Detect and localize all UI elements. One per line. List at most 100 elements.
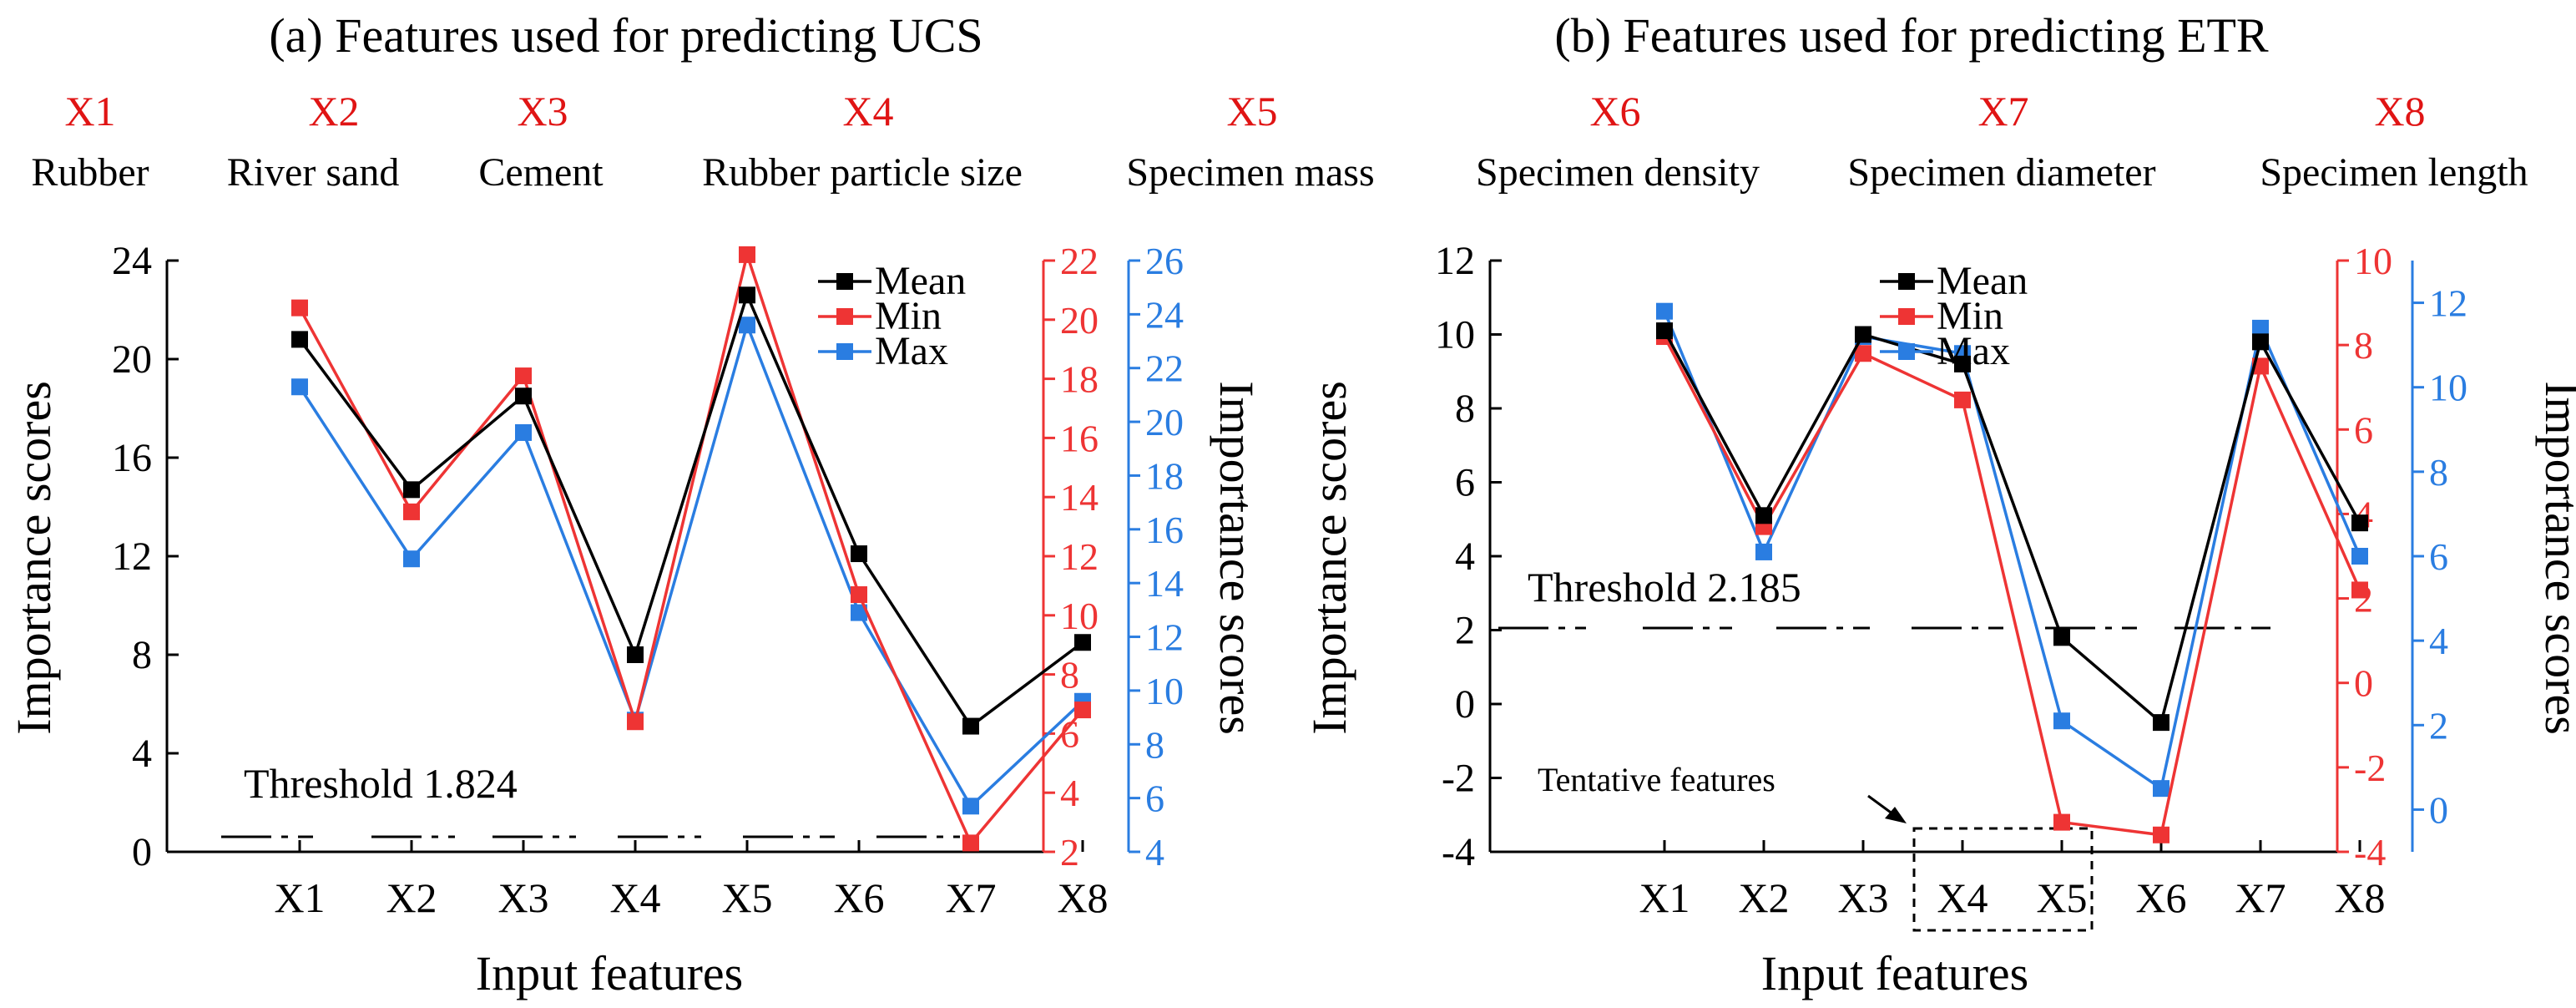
data-point-mean (1074, 634, 1091, 651)
y-tick-label-left: 8 (1455, 387, 1475, 431)
feature-code: X6 (1589, 88, 1640, 134)
data-point-mean (1954, 355, 1971, 372)
y-tick-label-max: 10 (2429, 367, 2467, 409)
y-tick-label-max: 12 (1145, 616, 1184, 659)
data-point-min (2351, 581, 2368, 599)
y-tick-label-max: 8 (1145, 723, 1164, 766)
x-tick-label: X2 (1738, 874, 1789, 921)
x-tick-label: X7 (2235, 874, 2286, 921)
y-tick-label-max: 0 (2429, 788, 2448, 831)
x-tick-label: X7 (945, 874, 996, 921)
panel-a-ylabel-right: Importance scores (1210, 381, 1264, 735)
y-tick-label-left: 12 (1435, 239, 1475, 283)
feature-names: Rubber River sand Cement Rubber particle… (31, 150, 2528, 195)
data-point-mean (851, 545, 867, 563)
tentative-arrow (1867, 794, 1894, 816)
y-tick-label-max: 6 (2429, 535, 2448, 578)
y-tick-label-min: 14 (1060, 476, 1099, 519)
x-tick-label: X5 (2036, 874, 2087, 921)
x-tick-label: X8 (1057, 874, 1108, 921)
feature-code: X5 (1226, 88, 1277, 134)
y-tick-label-max: 16 (1145, 509, 1184, 551)
legend-marker-min (1898, 308, 1915, 325)
feature-code: X1 (64, 88, 115, 134)
y-tick-label-max: 20 (1145, 401, 1184, 443)
series-line-min (298, 249, 1084, 846)
feature-name: River sand (227, 150, 400, 195)
y-tick-label-max: 6 (1145, 778, 1164, 820)
y-tick-label-min: 4 (1060, 772, 1079, 814)
y-tick-label-max: 12 (2429, 282, 2467, 325)
tentative-box (1912, 827, 2094, 932)
series-line-mean (298, 291, 1084, 729)
x-tick-label: X1 (1639, 874, 1690, 921)
x-tick-label: X6 (833, 874, 884, 921)
x-tick-label: X3 (498, 874, 548, 921)
data-point-mean (291, 331, 308, 348)
y-tick-label-max: 18 (1145, 454, 1184, 497)
data-point-mean (962, 717, 979, 735)
legend-label-max: Max (875, 329, 948, 373)
data-point-mean (515, 387, 532, 405)
data-point-min (2153, 826, 2169, 843)
data-point-max (2053, 712, 2070, 730)
legend-label-min: Min (1937, 294, 2003, 338)
data-point-mean (2153, 714, 2169, 732)
legend-marker-mean (1898, 273, 1915, 290)
legend-label-min: Min (875, 294, 942, 338)
data-point-min (2053, 813, 2070, 831)
data-point-max (739, 317, 755, 334)
legend-label-mean: Mean (1937, 259, 2028, 303)
data-point-min (851, 586, 867, 604)
y-tick-label-left: 20 (112, 337, 152, 382)
y-tick-label-left: 8 (132, 633, 152, 677)
feature-name: Specimen diameter (1847, 150, 2155, 195)
feature-codes: X1 X2 X3 X4 X5 X6 X7 X8 (64, 88, 2425, 134)
data-point-min (739, 246, 755, 263)
y-tick-label-left: -2 (1442, 757, 1475, 801)
tentative-label: Tentative features (1538, 761, 1775, 798)
feature-code: X2 (308, 88, 359, 134)
data-point-mean (739, 286, 755, 304)
y-tick-label-min: 8 (1060, 654, 1079, 696)
y-tick-label-min: 20 (1060, 299, 1099, 342)
legend-label-mean: Mean (875, 259, 966, 303)
y-tick-label-left: -4 (1442, 830, 1475, 874)
feature-code: X3 (517, 88, 568, 134)
x-tick-label: X4 (1937, 874, 1988, 921)
y-tick-label-left: 10 (1435, 313, 1475, 357)
x-tick-label: X8 (2334, 874, 2385, 921)
y-tick-label-min: 12 (1060, 535, 1099, 578)
y-tick-label-max: 10 (1145, 670, 1184, 712)
y-tick-label-max: 22 (1145, 347, 1184, 390)
y-tick-label-max: 4 (1145, 831, 1164, 874)
y-tick-label-left: 12 (112, 534, 152, 579)
series-line-min (1663, 336, 2361, 837)
data-point-min (515, 367, 532, 385)
y-tick-label-max: 14 (1145, 562, 1184, 605)
y-tick-label-max: 26 (1145, 240, 1184, 282)
y-tick-label-left: 16 (112, 436, 152, 480)
x-tick-label: X5 (721, 874, 772, 921)
y-tick-label-left: 0 (132, 830, 152, 874)
data-point-mean (2351, 514, 2368, 532)
data-point-max (2252, 319, 2269, 337)
panel-a-ylabel: Importance scores (7, 381, 61, 735)
data-point-max (962, 798, 979, 815)
panel-b-title: (b) Features used for predicting ETR (1554, 8, 2269, 63)
data-point-min (403, 503, 420, 520)
legend-label-max: Max (1937, 329, 2010, 373)
feature-name: Specimen mass (1126, 150, 1374, 195)
feature-code: X4 (842, 88, 893, 134)
series-line-max (298, 320, 1084, 809)
chart-panel-b: X1 X2 X3 X4 X5 X6 X7 X8-4-2024681012-4-20246810… (1435, 239, 2467, 932)
feature-name: Rubber (31, 150, 149, 195)
x-tick-label: X2 (386, 874, 437, 921)
tentative-arrow-head (1885, 807, 1907, 823)
y-tick-label-min: -4 (2354, 831, 2386, 874)
y-tick-label-max: 24 (1145, 293, 1184, 336)
series-line-mean (1663, 330, 2361, 726)
feature-name: Specimen density (1476, 150, 1760, 195)
chart-panel-a: X1 X2 X3 X4 X5 X6 X7 X8048121620242468101214161… (112, 239, 1184, 921)
legend-marker-max (1898, 343, 1915, 360)
